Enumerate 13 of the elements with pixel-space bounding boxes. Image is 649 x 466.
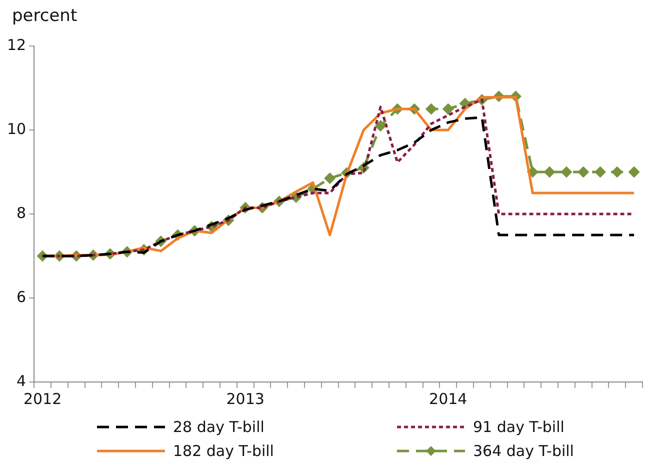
y-tick-label: 4 — [16, 372, 26, 390]
legend-label: 91 day T-bill — [473, 418, 564, 436]
legend-label: 364 day T-bill — [473, 442, 574, 460]
legend-label: 28 day T-bill — [173, 418, 264, 436]
y-tick-label: 8 — [16, 204, 26, 222]
y-axis-title: percent — [12, 6, 78, 26]
y-tick-label: 12 — [6, 36, 26, 54]
x-tick-label: 2013 — [226, 390, 264, 408]
y-tick-label: 6 — [16, 288, 26, 306]
y-tick-label: 10 — [6, 120, 26, 138]
x-tick-label: 2014 — [429, 390, 468, 408]
x-tick-label: 2012 — [23, 390, 62, 408]
legend-label: 182 day T-bill — [173, 442, 274, 460]
